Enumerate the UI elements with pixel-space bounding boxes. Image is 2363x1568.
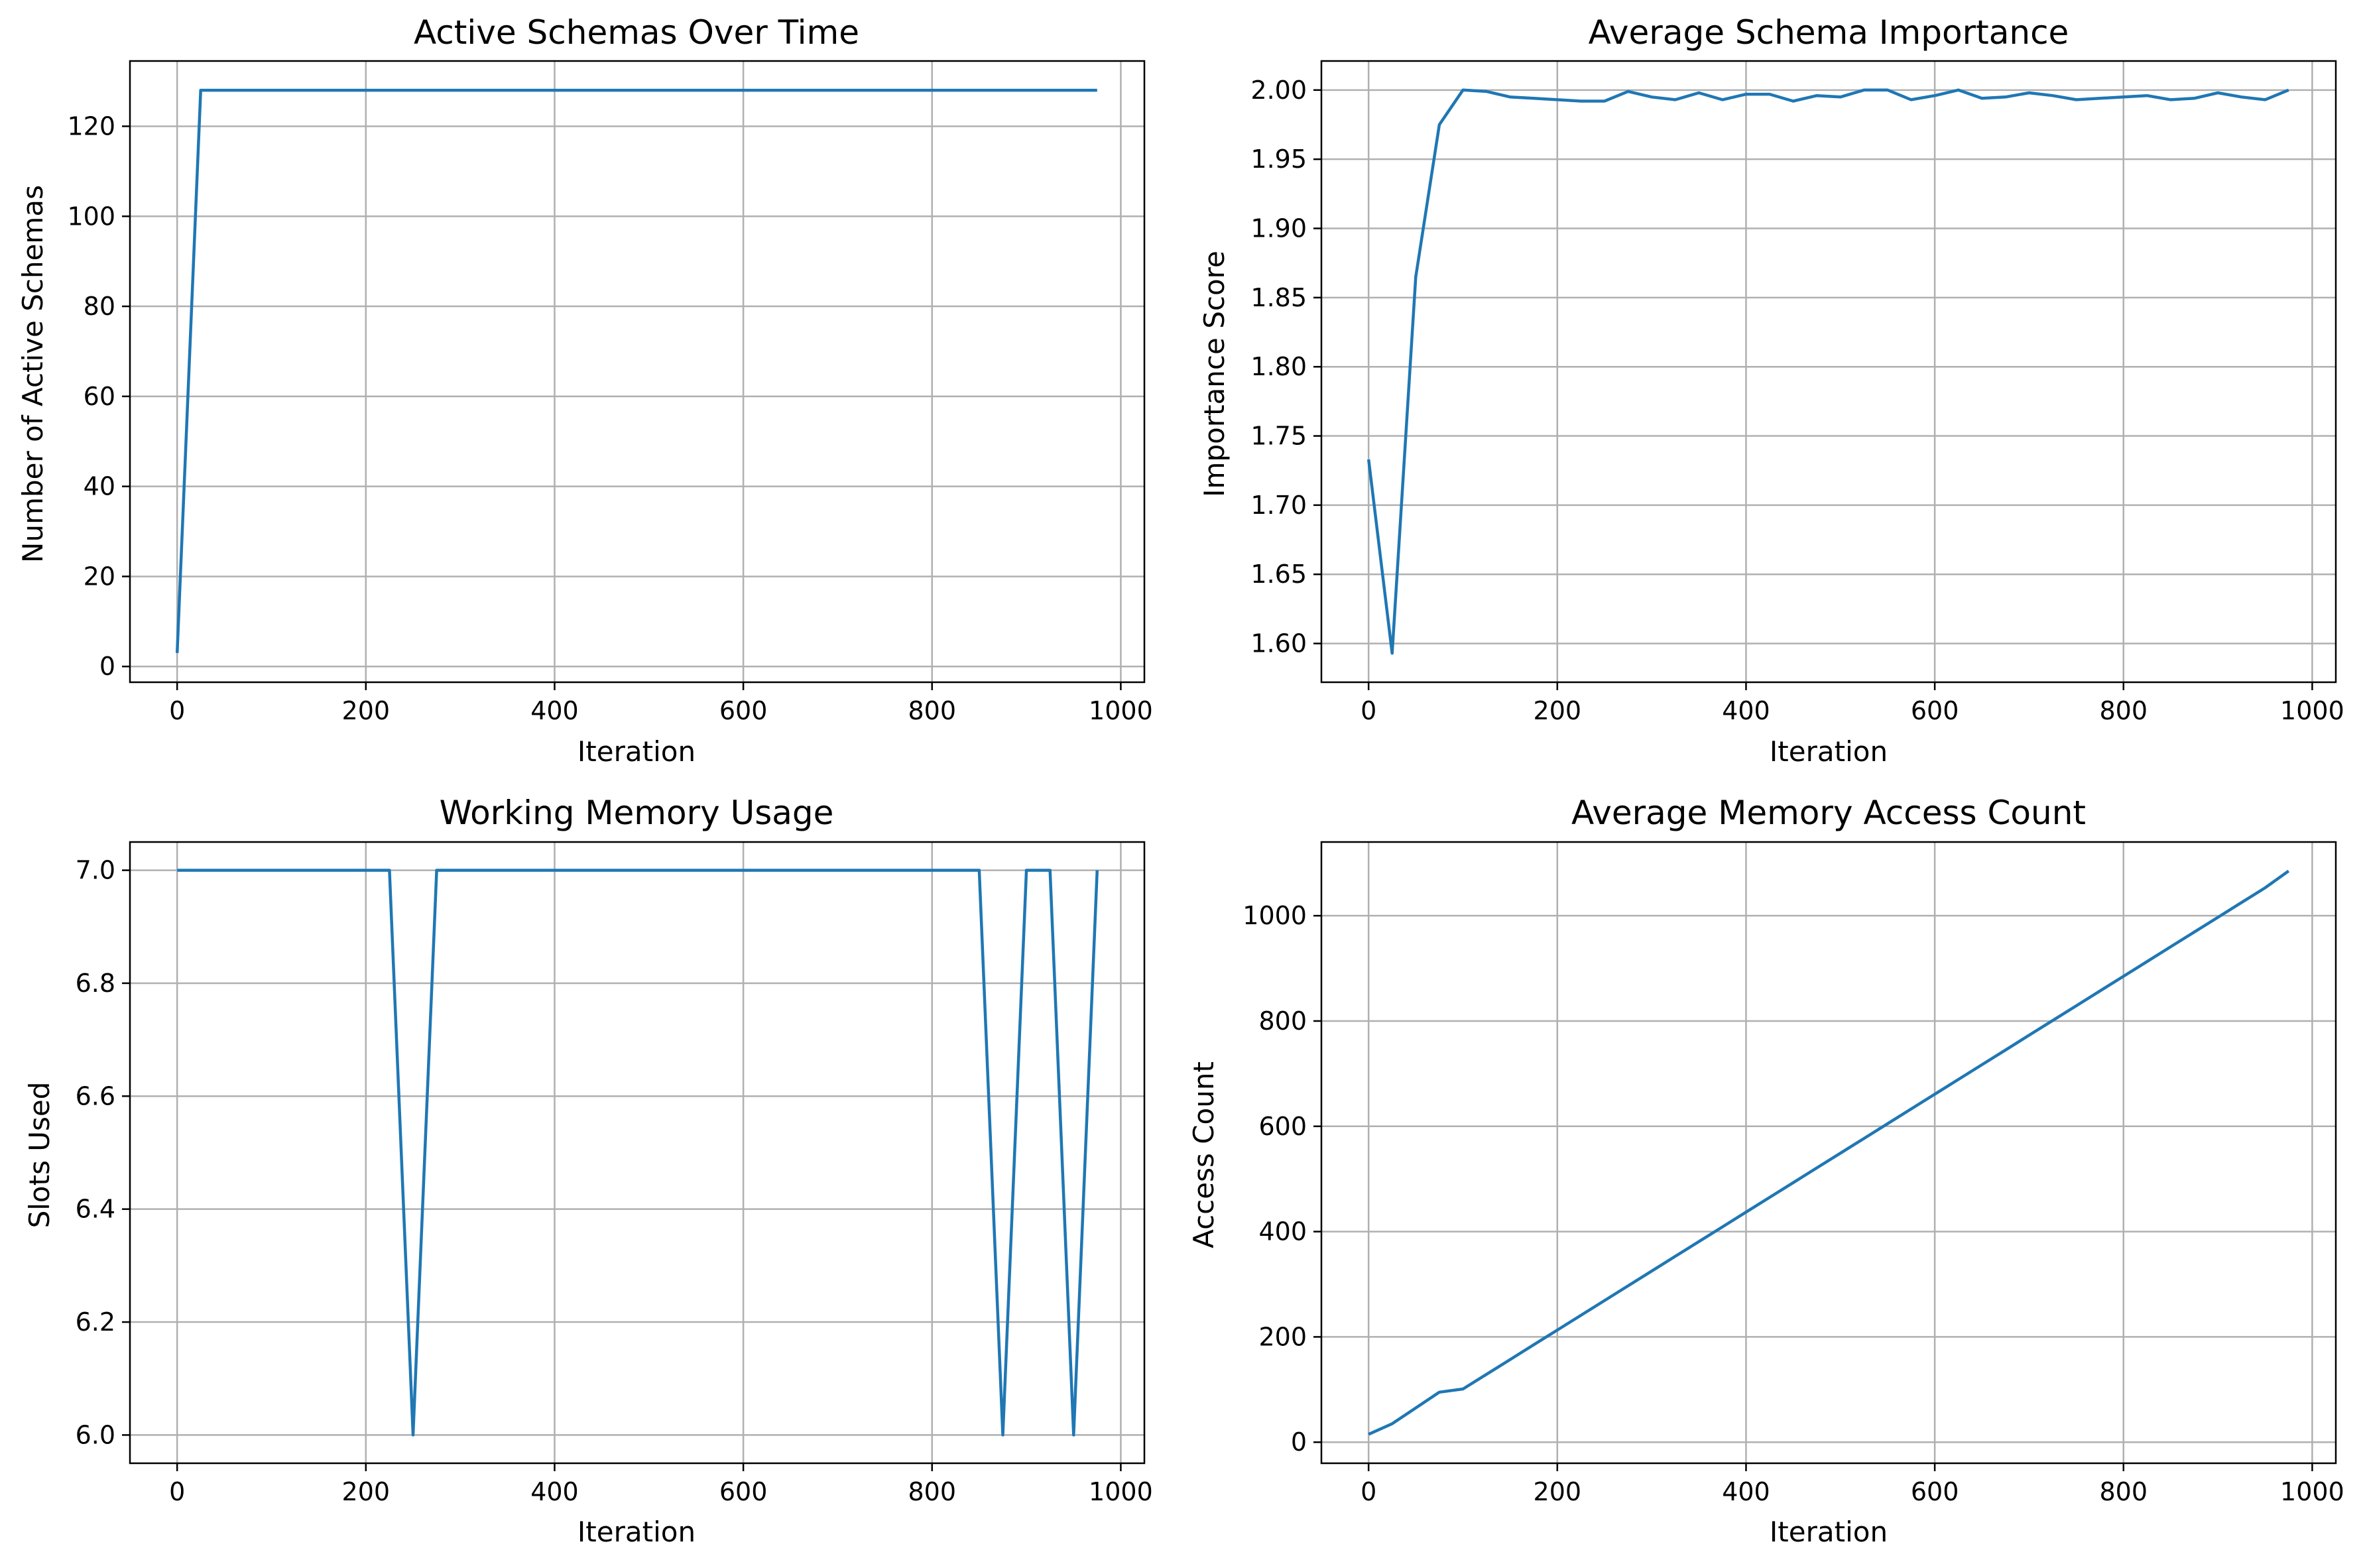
axes-frame	[1320, 60, 2337, 684]
x-tick-label: 200	[1534, 696, 1582, 725]
x-tick-label: 800	[908, 1477, 957, 1506]
x-tick-label: 600	[1911, 696, 1959, 725]
chart-average-schema-importance: Average Schema Importance Iteration Impo…	[1198, 13, 2344, 768]
x-tick-label: 0	[169, 1477, 185, 1506]
grid-lines	[1321, 842, 2336, 1463]
x-axis-label: Iteration	[577, 1516, 696, 1548]
y-tick-label: 1.65	[1250, 560, 1307, 589]
y-tick-label: 20	[84, 562, 115, 591]
x-tick-label: 0	[169, 696, 185, 725]
y-tick-label: 1.85	[1250, 283, 1307, 312]
y-axis-label: Access Count	[1187, 1061, 1220, 1248]
axes-frame	[1320, 841, 2337, 1465]
x-tick-label: 200	[1534, 1477, 1582, 1506]
x-tick-label: 800	[2100, 696, 2148, 725]
y-tick-label: 6.6	[76, 1081, 115, 1111]
y-tick-label: 1.60	[1250, 629, 1307, 658]
axis-ticks: 0 200 400 600 800 1000 6.0 6.2 6.4 6.6 6.8 7.0	[76, 856, 1153, 1506]
y-tick-label: 7.0	[76, 856, 115, 885]
y-tick-label: 40	[84, 472, 115, 501]
y-tick-label: 800	[1258, 1006, 1307, 1036]
chart-working-memory-usage: Working Memory Usage Iteration Slots Use…	[23, 794, 1153, 1548]
x-axis-label: Iteration	[577, 735, 696, 768]
axes-frame	[129, 841, 1146, 1465]
y-tick-label: 0	[99, 652, 115, 681]
y-tick-label: 1.70	[1250, 491, 1307, 520]
grid-lines	[130, 61, 1144, 682]
series-lines	[1368, 869, 2290, 1436]
x-tick-label: 600	[1911, 1477, 1959, 1506]
x-tick-label: 1000	[2280, 696, 2344, 725]
y-tick-label: 1.75	[1250, 422, 1307, 451]
x-tick-label: 0	[1361, 696, 1376, 725]
series-line-0	[1366, 88, 2289, 655]
x-tick-label: 1000	[2280, 1477, 2344, 1506]
y-tick-label: 0	[1291, 1427, 1307, 1457]
series-line-0	[1368, 869, 2290, 1436]
series-lines	[175, 88, 1097, 653]
axis-ticks: 0 200 400 600 800 1000 0 200 400 600 800 1000	[1242, 901, 2344, 1506]
x-tick-label: 600	[719, 696, 768, 725]
y-tick-label: 200	[1258, 1322, 1307, 1351]
axes-frame	[129, 60, 1146, 684]
series-lines	[177, 869, 1099, 1437]
axis-ticks: 0 200 400 600 800 1000 1.60 1.65 1.70 1.75 1.80 1.8…	[1250, 76, 2344, 725]
y-axis-label: Slots Used	[23, 1082, 56, 1229]
x-tick-label: 400	[1722, 696, 1770, 725]
x-tick-label: 200	[342, 696, 391, 725]
y-axis-label: Number of Active Schemas	[17, 185, 49, 563]
chart-average-memory-access-count: Average Memory Access Count Iteration Ac…	[1187, 794, 2344, 1548]
x-tick-label: 600	[719, 1477, 768, 1506]
y-tick-label: 1.95	[1250, 145, 1307, 174]
y-tick-label: 1.80	[1250, 352, 1307, 381]
chart-title: Average Schema Importance	[1589, 13, 2069, 52]
x-tick-label: 400	[530, 696, 579, 725]
y-tick-label: 1.90	[1250, 214, 1307, 243]
chart-active-schemas: Active Schemas Over Time Iteration Numbe…	[17, 13, 1153, 768]
y-tick-label: 6.0	[76, 1420, 115, 1449]
y-tick-label: 60	[84, 382, 115, 411]
x-tick-label: 1000	[1089, 696, 1153, 725]
series-lines	[1366, 88, 2289, 655]
axis-ticks: 0 200 400 600 800 1000 0 20 40 60 80 100 120	[67, 111, 1152, 725]
y-tick-label: 6.2	[76, 1307, 115, 1337]
grid-lines	[1321, 61, 2336, 682]
y-tick-label: 6.8	[76, 969, 115, 998]
x-tick-label: 400	[530, 1477, 579, 1506]
y-tick-label: 2.00	[1250, 76, 1307, 105]
y-tick-label: 600	[1258, 1112, 1307, 1141]
x-axis-label: Iteration	[1770, 735, 1888, 768]
chart-title: Average Memory Access Count	[1571, 794, 2086, 832]
x-tick-label: 200	[342, 1477, 391, 1506]
x-tick-label: 400	[1722, 1477, 1770, 1506]
y-tick-label: 6.4	[76, 1195, 115, 1224]
y-tick-label: 400	[1258, 1217, 1307, 1246]
x-tick-label: 800	[2100, 1477, 2148, 1506]
y-tick-label: 1000	[1242, 901, 1307, 930]
x-tick-label: 1000	[1089, 1477, 1153, 1506]
chart-title: Working Memory Usage	[440, 794, 834, 832]
y-tick-label: 100	[67, 202, 115, 231]
x-axis-label: Iteration	[1770, 1516, 1888, 1548]
x-tick-label: 800	[908, 696, 957, 725]
x-tick-label: 0	[1361, 1477, 1376, 1506]
y-axis-label: Importance Score	[1198, 251, 1231, 497]
chart-title: Active Schemas Over Time	[414, 13, 859, 52]
y-tick-label: 120	[67, 111, 115, 141]
series-line-0	[177, 869, 1099, 1437]
series-line-0	[175, 88, 1097, 653]
y-tick-label: 80	[84, 292, 115, 321]
